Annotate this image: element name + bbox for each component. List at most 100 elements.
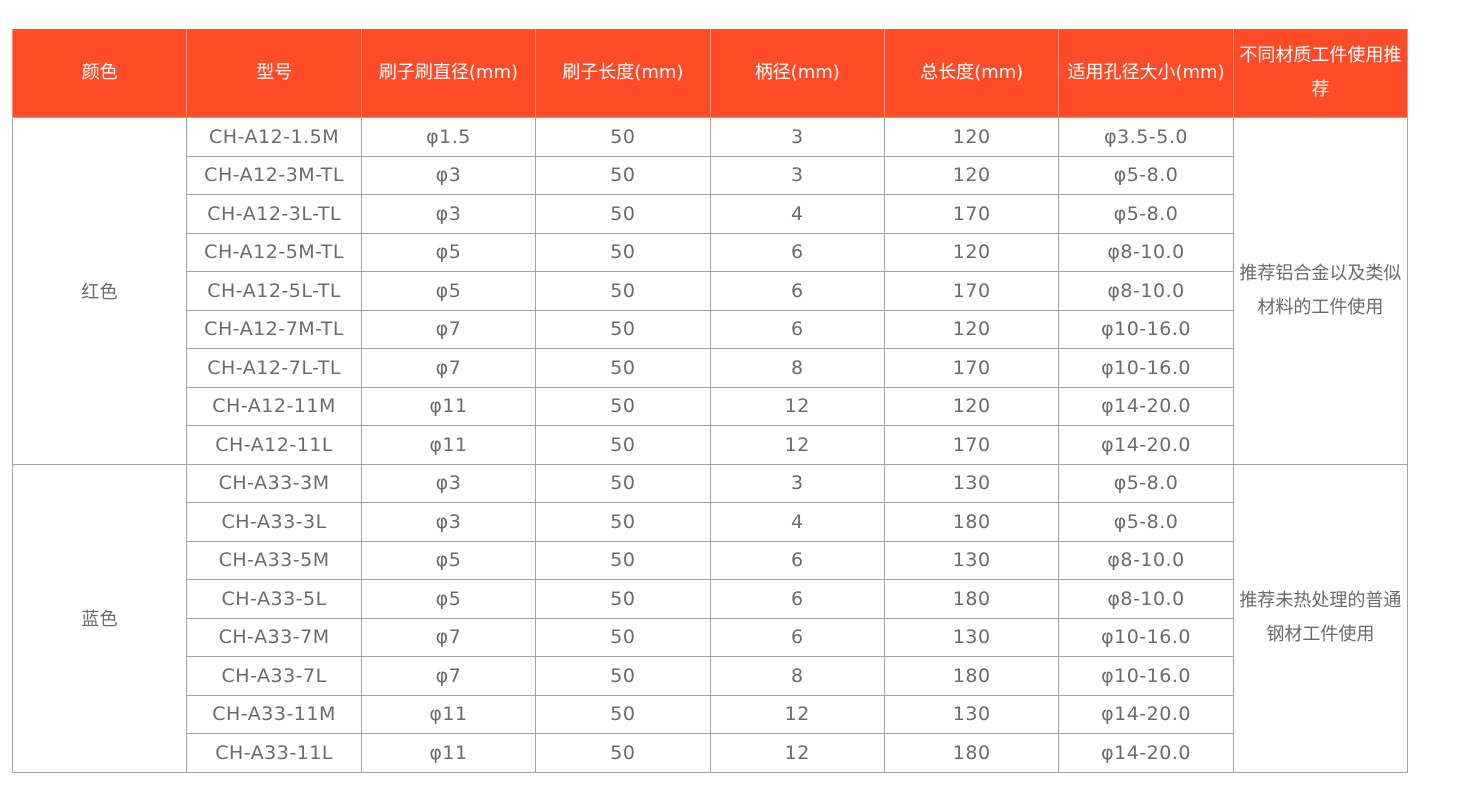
shank-diameter-cell: 12 [709,733,885,773]
brush-length-cell: 50 [535,386,711,426]
color-cell: 红色 [11,117,188,465]
brush-length-cell: 50 [535,540,711,580]
shank-diameter-cell: 6 [709,232,885,272]
brush-length-cell: 50 [535,309,711,349]
header-hole-size: 适用孔径大小(mm) [1058,29,1234,118]
table-row: CH-A12-11L φ11 50 12 170 φ14-20.0 [13,425,1408,465]
color-cell: 蓝色 [11,463,188,773]
shank-diameter-cell: 6 [709,309,885,349]
brush-diameter-cell: φ5 [360,579,537,619]
model-cell: CH-A12-5L-TL [186,271,362,311]
total-length-cell: 170 [883,271,1060,311]
total-length-cell: 130 [883,694,1060,734]
total-length-cell: 130 [883,617,1060,657]
hole-size-cell: φ8-10.0 [1058,232,1234,272]
shank-diameter-cell: 3 [709,155,885,195]
header-recommendation: 不同材质工件使用推荐 [1232,29,1409,118]
header-brush-length: 刷子长度(mm) [535,29,711,118]
brush-diameter-cell: φ5 [360,232,537,272]
total-length-cell: 130 [883,463,1060,503]
total-length-cell: 170 [883,194,1060,234]
total-length-cell: 120 [883,386,1060,426]
model-cell: CH-A33-7M [186,617,362,657]
shank-diameter-cell: 12 [709,694,885,734]
hole-size-cell: φ8-10.0 [1058,271,1234,311]
brush-length-cell: 50 [535,617,711,657]
hole-size-cell: φ5-8.0 [1058,155,1234,195]
brush-length-cell: 50 [535,117,711,157]
header-row: 颜色 型号 刷子刷直径(mm) 刷子长度(mm) 柄径(mm) 总长度(mm) 适用孔径大小… [11,29,1409,118]
header-model: 型号 [186,29,362,118]
table-row: CH-A33-11L φ11 50 12 180 φ14-20.0 [13,733,1408,773]
model-cell: CH-A12-7L-TL [186,348,362,388]
brush-length-cell: 50 [535,502,711,542]
table-row: 蓝色 CH-A33-3M φ3 50 3 130 φ5-8.0 推荐未热处理的普通钢材工件使用 [11,463,1409,773]
hole-size-cell: φ5-8.0 [1058,463,1234,503]
total-length-cell: 170 [883,348,1060,388]
total-length-cell: 120 [883,155,1060,195]
table-row: CH-A33-5L φ5 50 6 180 φ8-10.0 [13,579,1408,619]
shank-diameter-cell: 6 [709,540,885,580]
model-cell: CH-A33-5M [186,540,362,580]
product-spec-table: 颜色 型号 刷子刷直径(mm) 刷子长度(mm) 柄径(mm) 总长度(mm) 适用孔径大小… [11,29,1409,773]
table-row: CH-A33-7M φ7 50 6 130 φ10-16.0 [13,617,1408,657]
shank-diameter-cell: 6 [709,271,885,311]
brush-length-cell: 50 [535,155,711,195]
brush-diameter-cell: φ5 [360,540,537,580]
model-cell: CH-A33-11M [186,694,362,734]
model-cell: CH-A33-3M [186,463,362,503]
model-cell: CH-A12-11L [186,425,362,465]
model-cell: CH-A33-7L [186,656,362,696]
brush-diameter-cell: φ11 [360,425,537,465]
brush-length-cell: 50 [535,232,711,272]
table-row: CH-A33-5M φ5 50 6 130 φ8-10.0 [13,540,1408,580]
recommendation-cell: 推荐未热处理的普通钢材工件使用 [1232,463,1409,773]
total-length-cell: 180 [883,502,1060,542]
table-row: CH-A12-7L-TL φ7 50 8 170 φ10-16.0 [13,348,1408,388]
brush-diameter-cell: φ3 [360,194,537,234]
shank-diameter-cell: 6 [709,579,885,619]
hole-size-cell: φ10-16.0 [1058,656,1234,696]
header-shank-diameter: 柄径(mm) [709,29,885,118]
hole-size-cell: φ3.5-5.0 [1058,117,1234,157]
table-row: CH-A12-3L-TL φ3 50 4 170 φ5-8.0 [13,194,1408,234]
hole-size-cell: φ10-16.0 [1058,309,1234,349]
table-row: CH-A33-11M φ11 50 12 130 φ14-20.0 [13,694,1408,734]
brush-length-cell: 50 [535,579,711,619]
brush-diameter-cell: φ7 [360,309,537,349]
total-length-cell: 130 [883,540,1060,580]
brush-diameter-cell: φ11 [360,386,537,426]
recommendation-cell: 推荐铝合金以及类似材料的工件使用 [1232,117,1409,465]
model-cell: CH-A33-3L [186,502,362,542]
total-length-cell: 120 [883,309,1060,349]
shank-diameter-cell: 12 [709,386,885,426]
brush-length-cell: 50 [535,271,711,311]
model-cell: CH-A12-11M [186,386,362,426]
hole-size-cell: φ14-20.0 [1058,425,1234,465]
hole-size-cell: φ10-16.0 [1058,348,1234,388]
shank-diameter-cell: 4 [709,502,885,542]
header-total-length: 总长度(mm) [883,29,1060,118]
hole-size-cell: φ8-10.0 [1058,579,1234,619]
brush-length-cell: 50 [535,733,711,773]
table-row: CH-A12-3M-TL φ3 50 3 120 φ5-8.0 [13,155,1408,195]
brush-diameter-cell: φ3 [360,463,537,503]
model-cell: CH-A12-3L-TL [186,194,362,234]
brush-length-cell: 50 [535,463,711,503]
total-length-cell: 180 [883,733,1060,773]
brush-length-cell: 50 [535,694,711,734]
brush-length-cell: 50 [535,348,711,388]
table-row: CH-A12-5M-TL φ5 50 6 120 φ8-10.0 [13,232,1408,272]
hole-size-cell: φ14-20.0 [1058,386,1234,426]
shank-diameter-cell: 8 [709,348,885,388]
brush-diameter-cell: φ1.5 [360,117,537,157]
hole-size-cell: φ5-8.0 [1058,502,1234,542]
model-cell: CH-A12-5M-TL [186,232,362,272]
shank-diameter-cell: 8 [709,656,885,696]
brush-diameter-cell: φ7 [360,348,537,388]
brush-diameter-cell: φ3 [360,155,537,195]
table-row: CH-A12-5L-TL φ5 50 6 170 φ8-10.0 [13,271,1408,311]
shank-diameter-cell: 6 [709,617,885,657]
shank-diameter-cell: 4 [709,194,885,234]
table-row: CH-A33-7L φ7 50 8 180 φ10-16.0 [13,656,1408,696]
